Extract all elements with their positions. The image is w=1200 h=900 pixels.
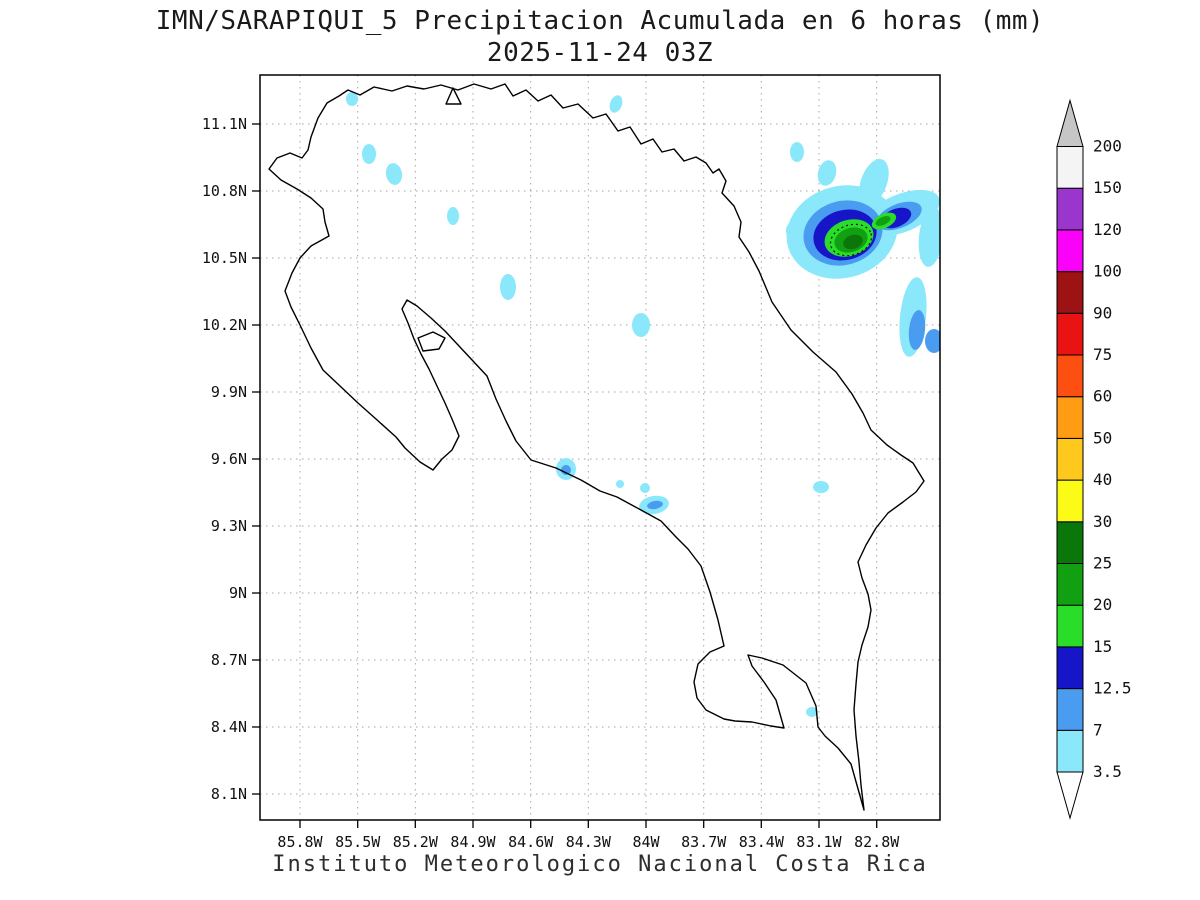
colorbar-segment [1056, 688, 1084, 731]
precip-cell [609, 95, 623, 113]
colorbar-level-label: 50 [1093, 428, 1112, 447]
precip-cell [786, 222, 800, 240]
colorbar-above-arrow [1056, 98, 1084, 147]
colorbar-segment [1056, 563, 1084, 606]
lon-tick-label: 83.1W [796, 833, 842, 851]
colorbar-level-label: 200 [1093, 137, 1122, 156]
precip-cell [813, 481, 829, 493]
precip-cell [500, 274, 516, 300]
lat-tick-label: 11.1N [202, 115, 247, 133]
lat-tick-label: 8.4N [211, 718, 247, 736]
colorbar-level-label: 75 [1093, 345, 1112, 364]
precip-cell [447, 207, 459, 225]
lat-tick-label: 10.8N [202, 182, 247, 200]
chart-title: IMN/SARAPIQUI_5 Precipitacion Acumulada … [155, 6, 1045, 36]
coastline [268, 83, 925, 811]
colorbar-level-label: 7 [1093, 720, 1103, 739]
colorbar-level-label: 40 [1093, 470, 1112, 489]
lon-tick-label: 84.9W [450, 833, 496, 851]
lat-tick-label: 8.1N [211, 785, 247, 803]
lon-tick-label: 84.3W [566, 833, 612, 851]
colorbar-segment [1056, 396, 1084, 439]
colorbar-level-label: 100 [1093, 262, 1122, 281]
precip-cell [875, 216, 891, 226]
lon-tick-label: 82.8W [854, 833, 900, 851]
coastline-path [417, 331, 446, 352]
precip-cell [346, 92, 358, 106]
precip-cell [632, 313, 650, 337]
precip-cell [640, 483, 650, 493]
colorbar-level-label: 15 [1093, 637, 1112, 656]
lon-tick-label: 85.2W [393, 833, 439, 851]
lat-tick-label: 9.3N [211, 517, 247, 535]
colorbar-legend: 3.5 7 12.5 15 20 25 30 40 50 60 75 90 100 120 150 200 [1056, 98, 1132, 820]
precip-cell [790, 142, 804, 162]
precip-cell [925, 329, 940, 353]
colorbar-segment [1056, 146, 1084, 189]
precip-cells [346, 92, 940, 717]
colorbar-level-label: 60 [1093, 387, 1112, 406]
colorbar-segment [1056, 479, 1084, 523]
lon-tick-label: 84W [632, 833, 660, 851]
coastline-path [445, 87, 462, 105]
plot-frame [259, 74, 941, 821]
lat-tick-label: 8.7N [211, 651, 247, 669]
precip-cell [647, 500, 663, 510]
colorbar-segment [1056, 646, 1084, 690]
precip-cell [385, 163, 403, 185]
lat-tick-label: 9N [229, 584, 247, 602]
precip-cell [561, 465, 571, 475]
precip-cell [616, 480, 624, 488]
lon-tick-label: 83.7W [681, 833, 727, 851]
storm-dotted-contour [829, 223, 873, 257]
precip-cell [918, 207, 940, 267]
colorbar-segment [1056, 312, 1084, 356]
colorbar-segment [1056, 229, 1084, 273]
lat-tick-label: 10.2N [202, 316, 247, 334]
lat-tick-label: 9.6N [211, 450, 247, 468]
lon-tick-label: 84.6W [508, 833, 554, 851]
precip-cell [806, 707, 818, 717]
colorbar-level-label: 90 [1093, 303, 1112, 322]
lon-tick-label: 83.4W [739, 833, 785, 851]
colorbar-level-label: 25 [1093, 554, 1112, 573]
chart-subtitle-datetime: 2025-11-24 03Z [486, 38, 714, 68]
colorbar-segment [1056, 354, 1084, 398]
precip-cell [859, 159, 889, 205]
colorbar-level-label: 150 [1093, 178, 1122, 197]
colorbar-segment [1056, 521, 1084, 564]
colorbar-level-label: 20 [1093, 595, 1112, 614]
footer-institution: Instituto Meteorologico Nacional Costa R… [272, 852, 928, 877]
colorbar-segment [1056, 187, 1084, 231]
latlon-grid [260, 75, 940, 820]
colorbar-below-arrow [1056, 771, 1084, 820]
lon-tick-label: 85.5W [335, 833, 381, 851]
colorbar-level-label: 120 [1093, 220, 1122, 239]
precip-cell [362, 144, 376, 164]
colorbar-segment [1056, 437, 1084, 481]
colorbar-level-label: 3.5 [1093, 762, 1122, 781]
coastline-path [268, 83, 925, 811]
colorbar-segment [1056, 604, 1084, 648]
axes: 85.8W 85.5W 85.2W 84.9W 84.6W 84.3W 84W 83.7W 83… [202, 115, 900, 851]
colorbar-segment [1056, 271, 1084, 314]
precip-cell [817, 160, 837, 186]
colorbar-level-label: 12.5 [1093, 679, 1132, 698]
lat-tick-label: 10.5N [202, 249, 247, 267]
lon-tick-label: 85.8W [277, 833, 323, 851]
colorbar-level-label: 30 [1093, 512, 1112, 531]
precip-cell [843, 234, 863, 250]
precip-cell [908, 310, 926, 350]
lat-tick-label: 9.9N [211, 383, 247, 401]
colorbar-segment [1056, 729, 1084, 773]
